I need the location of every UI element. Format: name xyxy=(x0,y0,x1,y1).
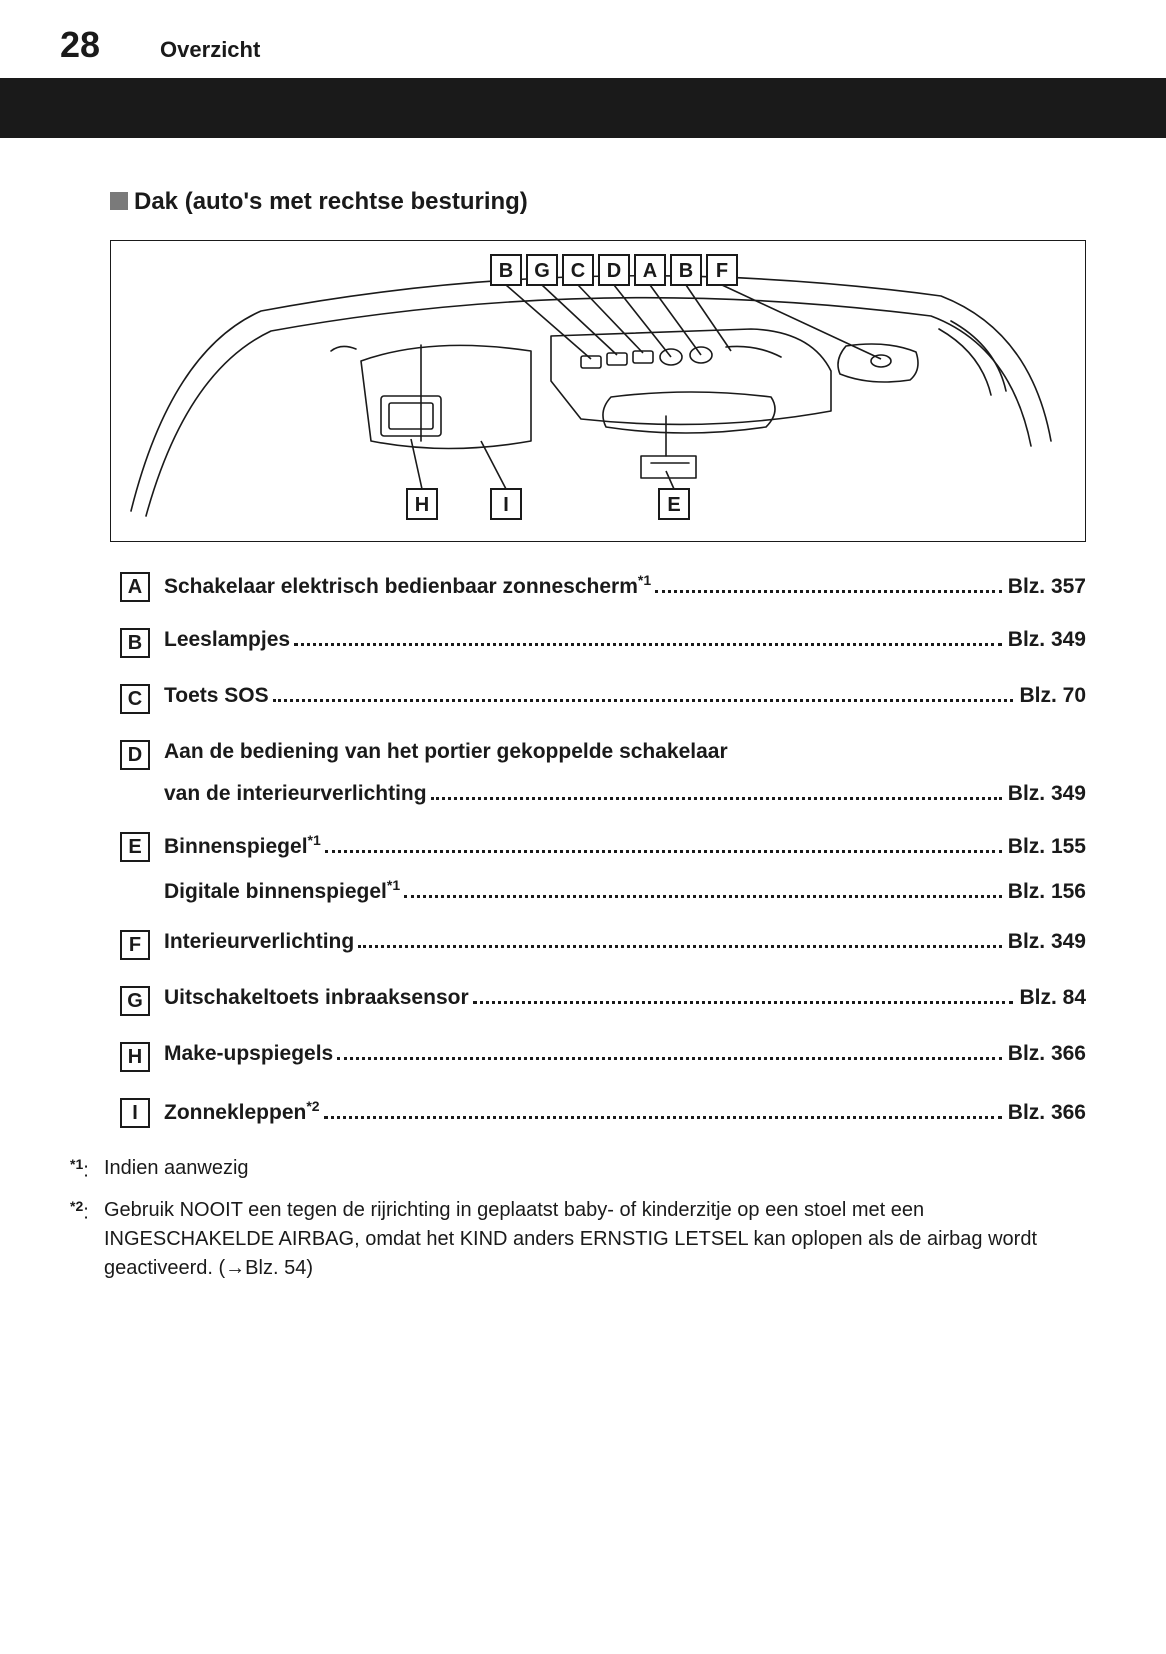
toc-page: Blz. 349 xyxy=(1008,628,1086,652)
toc-letter-box: C xyxy=(120,684,150,714)
toc-item: D Aan de bediening van het portier gekopp… xyxy=(120,740,1086,806)
section-title-text: Dak (auto's met rechtse besturing) xyxy=(134,188,528,215)
toc-page: Blz. 349 xyxy=(1008,782,1086,806)
toc-letter-box: F xyxy=(120,930,150,960)
toc-dots xyxy=(337,1043,1002,1060)
toc-item: E Binnenspiegel*1 Blz. 155 Digitale binnen… xyxy=(120,832,1086,904)
toc-page: Blz. 349 xyxy=(1008,930,1086,954)
toc-letter-box: G xyxy=(120,986,150,1016)
footnote-mark: *2: xyxy=(70,1196,104,1283)
footnote: *1:Indien aanwezig xyxy=(70,1154,1086,1186)
header-black-band xyxy=(0,78,1166,138)
toc-item: C Toets SOS Blz. 70 xyxy=(120,684,1086,714)
roof-diagram-svg: BGCDABFHIE xyxy=(111,241,1071,541)
square-bullet-icon xyxy=(110,192,128,210)
toc-letter-box: H xyxy=(120,1042,150,1072)
toc-page: Blz. 84 xyxy=(1019,986,1086,1010)
toc-body: Leeslampjes Blz. 349 xyxy=(164,628,1086,652)
svg-text:G: G xyxy=(534,260,550,282)
svg-text:A: A xyxy=(643,260,657,282)
svg-text:I: I xyxy=(503,494,509,516)
toc-item: H Make-upspiegels Blz. 366 xyxy=(120,1042,1086,1072)
svg-text:C: C xyxy=(571,260,585,282)
footnote-mark: *1: xyxy=(70,1154,104,1186)
toc-page: Blz. 156 xyxy=(1008,880,1086,904)
toc-label: Interieurverlichting xyxy=(164,930,354,954)
toc-body: Aan de bediening van het portier gekoppe… xyxy=(164,740,1086,806)
toc-item: B Leeslampjes Blz. 349 xyxy=(120,628,1086,658)
footnote-text: Gebruik NOOIT een tegen de rijrichting i… xyxy=(104,1196,1086,1283)
toc-item: F Interieurverlichting Blz. 349 xyxy=(120,930,1086,960)
toc-label: Toets SOS xyxy=(164,684,269,708)
toc-item: A Schakelaar elektrisch bedienbaar zonnes… xyxy=(120,572,1086,602)
toc-item: G Uitschakeltoets inbraaksensor Blz. 84 xyxy=(120,986,1086,1016)
toc-letter-box: A xyxy=(120,572,150,602)
toc-page: Blz. 366 xyxy=(1008,1101,1086,1125)
toc-body: Interieurverlichting Blz. 349 xyxy=(164,930,1086,954)
toc-label: Uitschakeltoets inbraaksensor xyxy=(164,986,469,1010)
toc-dots xyxy=(473,987,1014,1004)
toc-body: Toets SOS Blz. 70 xyxy=(164,684,1086,708)
header-title: Overzicht xyxy=(160,37,260,63)
toc-extra-label: Digitale binnenspiegel*1 xyxy=(164,877,400,904)
toc-dots xyxy=(358,931,1002,948)
toc-dots xyxy=(294,629,1002,646)
svg-text:E: E xyxy=(667,494,680,516)
toc-dots xyxy=(655,576,1002,593)
toc-letter-box: B xyxy=(120,628,150,658)
toc-dots xyxy=(431,783,1002,800)
svg-text:H: H xyxy=(415,494,429,516)
footnotes: *1:Indien aanwezig*2:Gebruik NOOIT een t… xyxy=(70,1154,1086,1283)
roof-diagram: BGCDABFHIE xyxy=(110,240,1086,542)
toc-dots xyxy=(324,1102,1002,1119)
toc-label: Binnenspiegel*1 xyxy=(164,832,321,859)
toc-dots xyxy=(325,836,1002,853)
toc-list: A Schakelaar elektrisch bedienbaar zonnes… xyxy=(110,572,1086,1128)
footnote: *2:Gebruik NOOIT een tegen de rijrichtin… xyxy=(70,1196,1086,1283)
toc-page: Blz. 357 xyxy=(1008,575,1086,599)
page-header: 28 Overzicht xyxy=(0,0,1166,78)
toc-page: Blz. 155 xyxy=(1008,835,1086,859)
toc-body: Schakelaar elektrisch bedienbaar zonnesc… xyxy=(164,572,1086,599)
toc-body: Binnenspiegel*1 Blz. 155 Digitale binnens… xyxy=(164,832,1086,904)
svg-text:D: D xyxy=(607,260,621,282)
section-title: Dak (auto's met rechtse besturing) xyxy=(110,188,1086,216)
toc-label: Make-upspiegels xyxy=(164,1042,333,1066)
toc-letter-box: D xyxy=(120,740,150,770)
toc-item: I Zonnekleppen*2 Blz. 366 xyxy=(120,1098,1086,1128)
toc-letter-box: I xyxy=(120,1098,150,1128)
svg-text:B: B xyxy=(679,260,693,282)
toc-page: Blz. 70 xyxy=(1019,684,1086,708)
toc-letter-box: E xyxy=(120,832,150,862)
toc-label-cont: van de interieurverlichting xyxy=(164,782,427,806)
toc-dots xyxy=(273,685,1014,702)
toc-label: Aan de bediening van het portier gekoppe… xyxy=(164,740,728,764)
footnote-text: Indien aanwezig xyxy=(104,1154,1086,1186)
toc-label: Schakelaar elektrisch bedienbaar zonnesc… xyxy=(164,572,651,599)
svg-text:F: F xyxy=(716,260,728,282)
toc-body: Make-upspiegels Blz. 366 xyxy=(164,1042,1086,1066)
toc-body: Zonnekleppen*2 Blz. 366 xyxy=(164,1098,1086,1125)
toc-label: Zonnekleppen*2 xyxy=(164,1098,320,1125)
toc-dots xyxy=(404,881,1002,898)
toc-label: Leeslampjes xyxy=(164,628,290,652)
toc-body: Uitschakeltoets inbraaksensor Blz. 84 xyxy=(164,986,1086,1010)
toc-page: Blz. 366 xyxy=(1008,1042,1086,1066)
page-number: 28 xyxy=(60,24,100,66)
svg-text:B: B xyxy=(499,260,513,282)
